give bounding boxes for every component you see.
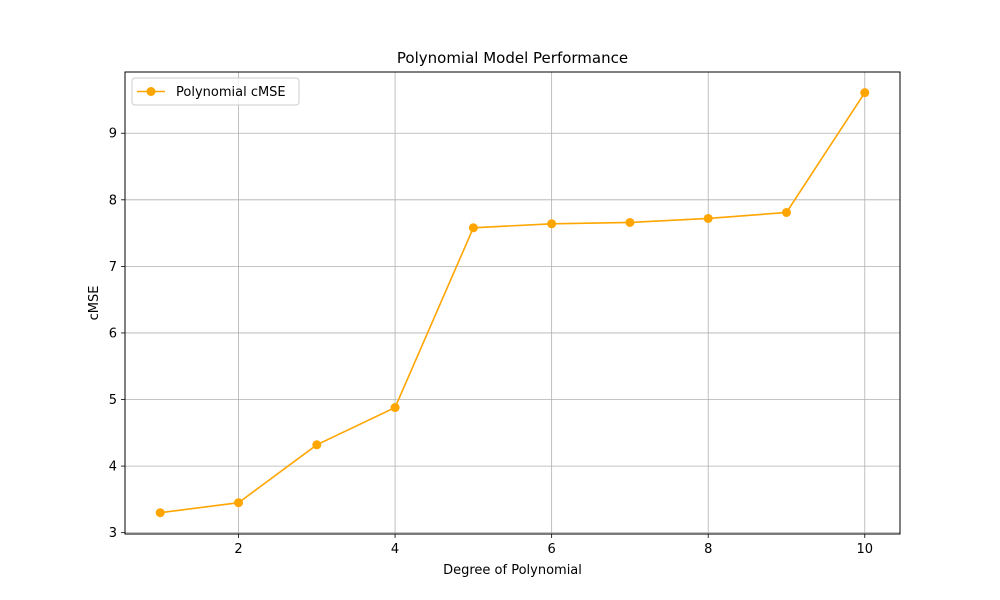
chart-title: Polynomial Model Performance <box>397 49 628 67</box>
series-layer <box>155 88 870 518</box>
y-tick-label: 8 <box>109 193 117 208</box>
data-point <box>703 213 713 223</box>
data-point <box>234 498 244 508</box>
y-tick-label: 3 <box>109 526 117 541</box>
grid-lines <box>125 72 900 534</box>
legend-entry-label: Polynomial cMSE <box>176 85 286 100</box>
series-line <box>160 92 866 514</box>
legend-marker <box>146 87 156 96</box>
y-tick-label: 5 <box>109 393 117 408</box>
data-point <box>860 88 870 98</box>
data-point <box>781 207 791 217</box>
x-tick-label: 4 <box>391 542 399 557</box>
y-axis-label: cMSE <box>87 286 102 321</box>
x-axis-label: Degree of Polynomial <box>443 563 582 578</box>
data-point <box>390 403 400 413</box>
y-tick-label: 6 <box>109 326 117 341</box>
plot-area-frame <box>124 71 901 535</box>
legend-box <box>131 77 300 106</box>
x-tick-label: 10 <box>856 542 873 557</box>
data-point <box>625 217 635 227</box>
data-point <box>155 508 165 518</box>
y-tick-label: 4 <box>109 460 117 475</box>
x-tick-label: 8 <box>704 542 712 557</box>
data-point <box>312 440 322 450</box>
x-tick-label: 2 <box>234 542 242 557</box>
data-point <box>547 219 557 229</box>
y-tick-label: 7 <box>109 260 117 275</box>
axis-ticks: 2 4 6 8 10 3 4 5 6 7 8 9 <box>109 127 873 557</box>
data-point <box>468 223 478 233</box>
y-tick-label: 9 <box>109 127 117 142</box>
x-tick-label: 6 <box>548 542 556 557</box>
legend: Polynomial cMSE <box>131 77 300 106</box>
